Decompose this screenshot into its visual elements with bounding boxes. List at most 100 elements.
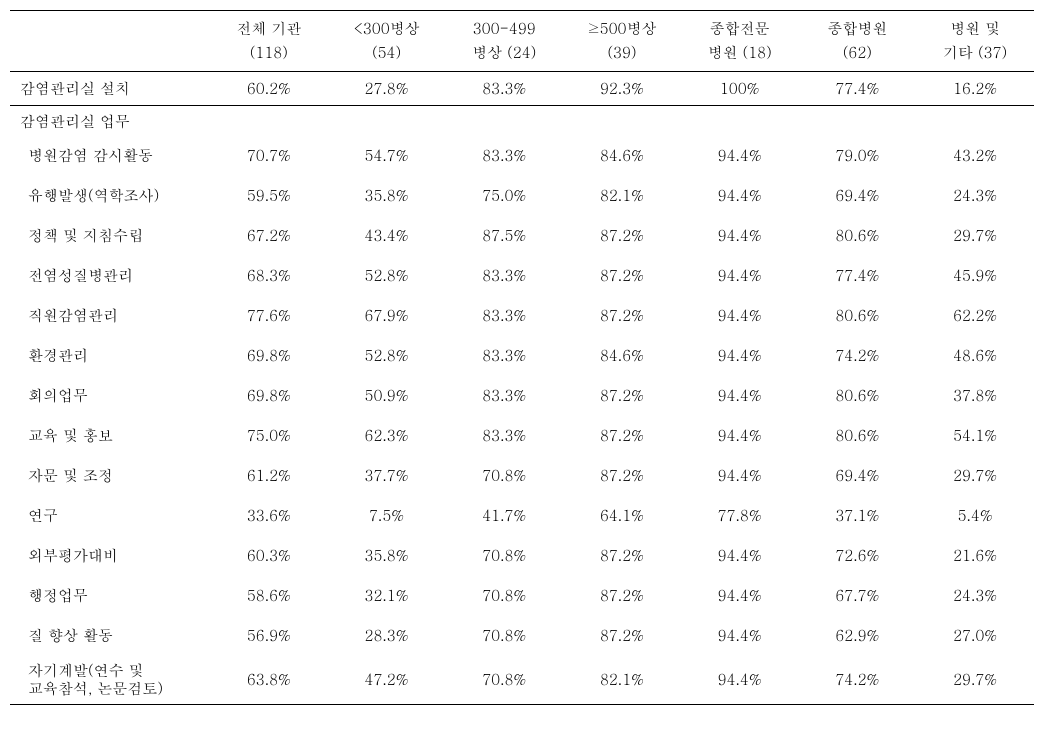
row-value: 80.6%: [799, 296, 917, 336]
row-value: 63.8%: [210, 656, 328, 705]
infection-control-table: 전체 기관 (118) <300병상 (54) 300-499 병상 (24) …: [10, 10, 1034, 705]
header-col-5: 종합전문 병원 (18): [681, 11, 799, 72]
row-label: 회의업무: [10, 376, 210, 416]
row-value: 5.4%: [916, 496, 1034, 536]
row-label: 외부평가대비: [10, 536, 210, 576]
header-label-6b: (62): [843, 42, 872, 63]
row-value: 74.2%: [799, 656, 917, 705]
first-row-label: 감염관리실 설치: [10, 72, 210, 106]
row-value: 83.3%: [445, 256, 563, 296]
row-value: 50.9%: [328, 376, 446, 416]
row-value: 68.3%: [210, 256, 328, 296]
header-label-3b: 병상 (24): [472, 42, 536, 63]
row-label: 교육 및 홍보: [10, 416, 210, 456]
first-row-val-0: 60.2%: [210, 72, 328, 106]
row-value: 87.2%: [563, 256, 681, 296]
row-value: 87.2%: [563, 376, 681, 416]
row-value: 83.3%: [445, 376, 563, 416]
row-value: 94.4%: [681, 336, 799, 376]
row-value: 37.7%: [328, 456, 446, 496]
row-value: 94.4%: [681, 616, 799, 656]
row-label: 자문 및 조정: [10, 456, 210, 496]
row-value: 41.7%: [445, 496, 563, 536]
row-value: 83.3%: [445, 416, 563, 456]
row-value: 82.1%: [563, 656, 681, 705]
row-value: 87.2%: [563, 416, 681, 456]
row-value: 94.4%: [681, 216, 799, 256]
row-value: 94.4%: [681, 136, 799, 176]
row-value: 75.0%: [445, 176, 563, 216]
header-label-1a: 전체 기관: [236, 18, 301, 39]
row-value: 67.7%: [799, 576, 917, 616]
header-label-5b: 병원 (18): [708, 42, 772, 63]
header-label-4a: ≥500병상: [587, 18, 656, 39]
row-value: 29.7%: [916, 216, 1034, 256]
row-value: 87.2%: [563, 576, 681, 616]
row-value: 84.6%: [563, 136, 681, 176]
row-value: 60.3%: [210, 536, 328, 576]
row-label: 자기계발(연수 및교육참석, 논문검토): [10, 656, 210, 705]
row-value: 61.2%: [210, 456, 328, 496]
row-value: 52.8%: [328, 336, 446, 376]
row-label: 유행발생(역학조사): [10, 176, 210, 216]
row-value: 87.2%: [563, 296, 681, 336]
table-row: 정책 및 지침수립67.2%43.4%87.5%87.2%94.4%80.6%2…: [10, 216, 1034, 256]
row-value: 67.9%: [328, 296, 446, 336]
table-row: 유행발생(역학조사)59.5%35.8%75.0%82.1%94.4%69.4%…: [10, 176, 1034, 216]
table-row: 환경관리69.8%52.8%83.3%84.6%94.4%74.2%48.6%: [10, 336, 1034, 376]
row-value: 48.6%: [916, 336, 1034, 376]
row-value: 47.2%: [328, 656, 446, 705]
row-label: 행정업무: [10, 576, 210, 616]
row-value: 77.8%: [681, 496, 799, 536]
row-value: 69.8%: [210, 376, 328, 416]
row-value: 94.4%: [681, 456, 799, 496]
row-value: 28.3%: [328, 616, 446, 656]
header-label-2b: (54): [372, 42, 401, 63]
row-label: 질 향상 활동: [10, 616, 210, 656]
row-value: 69.4%: [799, 456, 917, 496]
row-value: 94.4%: [681, 416, 799, 456]
row-value: 69.8%: [210, 336, 328, 376]
header-col-2: <300병상 (54): [328, 11, 446, 72]
header-label-5a: 종합전문: [710, 18, 770, 39]
row-label: 정책 및 지침수립: [10, 216, 210, 256]
row-value: 83.3%: [445, 336, 563, 376]
row-value: 87.2%: [563, 216, 681, 256]
row-value: 70.8%: [445, 616, 563, 656]
row-value: 84.6%: [563, 336, 681, 376]
row-value: 43.4%: [328, 216, 446, 256]
header-label-2a: <300병상: [353, 18, 419, 39]
table-row: 행정업무58.6%32.1%70.8%87.2%94.4%67.7%24.3%: [10, 576, 1034, 616]
row-value: 62.9%: [799, 616, 917, 656]
row-label: 직원감염관리: [10, 296, 210, 336]
table-row: 연구33.6%7.5%41.7%64.1%77.8%37.1%5.4%: [10, 496, 1034, 536]
table-row: 교육 및 홍보75.0%62.3%83.3%87.2%94.4%80.6%54.…: [10, 416, 1034, 456]
row-value: 94.4%: [681, 376, 799, 416]
row-value: 70.8%: [445, 536, 563, 576]
table-row: 질 향상 활동56.9%28.3%70.8%87.2%94.4%62.9%27.…: [10, 616, 1034, 656]
row-value: 79.0%: [799, 136, 917, 176]
row-value: 37.1%: [799, 496, 917, 536]
row-value: 70.8%: [445, 656, 563, 705]
row-value: 83.3%: [445, 296, 563, 336]
header-col-1: 전체 기관 (118): [210, 11, 328, 72]
header-col-4: ≥500병상 (39): [563, 11, 681, 72]
header-empty: [10, 11, 210, 72]
row-value: 94.4%: [681, 536, 799, 576]
header-col-7: 병원 및 기타 (37): [916, 11, 1034, 72]
row-value: 52.8%: [328, 256, 446, 296]
row-value: 87.5%: [445, 216, 563, 256]
row-value: 45.9%: [916, 256, 1034, 296]
row-value: 80.6%: [799, 376, 917, 416]
row-value: 27.0%: [916, 616, 1034, 656]
table-row: 자기계발(연수 및교육참석, 논문검토)63.8%47.2%70.8%82.1%…: [10, 656, 1034, 705]
first-row-val-6: 16.2%: [916, 72, 1034, 106]
header-label-7b: 기타 (37): [943, 42, 1007, 63]
row-value: 37.8%: [916, 376, 1034, 416]
table-row: 전염성질병관리68.3%52.8%83.3%87.2%94.4%77.4%45.…: [10, 256, 1034, 296]
header-label-4b: (39): [607, 42, 636, 63]
row-value: 77.4%: [799, 256, 917, 296]
first-row-val-2: 83.3%: [445, 72, 563, 106]
first-data-row: 감염관리실 설치 60.2% 27.8% 83.3% 92.3% 100% 77…: [10, 72, 1034, 106]
section-header-row: 감염관리실 업무: [10, 106, 1034, 136]
